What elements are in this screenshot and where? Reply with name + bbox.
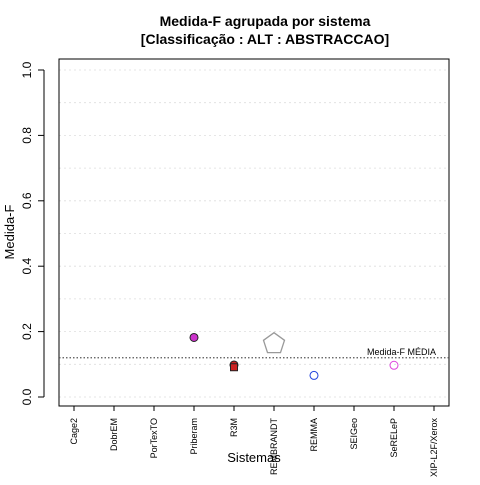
chart-subtitle: [Classificação : ALT : ABSTRACCAO]	[141, 31, 389, 47]
x-tick-label: REMMA	[309, 418, 319, 452]
reference-line-group: Medida-F MÉDIA	[59, 347, 449, 359]
data-points	[189, 331, 399, 380]
y-tick-label: 1.0	[20, 61, 34, 78]
data-point	[189, 332, 199, 342]
x-tick-label: R3M	[229, 418, 239, 437]
data-point	[389, 360, 399, 370]
y-tick-label: 0.0	[20, 388, 34, 405]
y-tick-label: 0.8	[20, 127, 34, 144]
x-tick-label: DobrEM	[109, 418, 119, 451]
grid-lines	[59, 69, 449, 398]
x-tick-label: REMBRANDT	[269, 418, 279, 476]
x-tick-label: XIP-L2F/Xerox	[429, 418, 439, 478]
x-axis-label: Sistemas	[227, 450, 281, 465]
y-tick-label: 0.2	[20, 323, 34, 340]
x-tick-label: SEIGeo	[349, 418, 359, 450]
data-point	[309, 370, 319, 380]
data-point	[230, 363, 238, 372]
data-point	[262, 331, 286, 354]
x-tick-label: Priberam	[189, 418, 199, 455]
y-tick-label: 0.6	[20, 192, 34, 209]
y-tick-label: 0.4	[20, 258, 34, 275]
y-axis: 0.0 0.2 0.4 0.6 0.8 1.0	[20, 61, 45, 405]
reference-line-label: Medida-F MÉDIA	[367, 347, 436, 357]
x-tick-label: Cage2	[69, 418, 79, 445]
x-axis: Cage2 DobrEM PorTexTO Priberam R3M REMBRANDT R…	[69, 405, 439, 478]
x-tick-label: PorTexTO	[149, 418, 159, 458]
y-axis-label: Medida-F	[2, 204, 17, 259]
chart-title: Medida-F agrupada por sistema	[160, 13, 371, 29]
x-tick-label: SeRELeP	[389, 418, 399, 458]
